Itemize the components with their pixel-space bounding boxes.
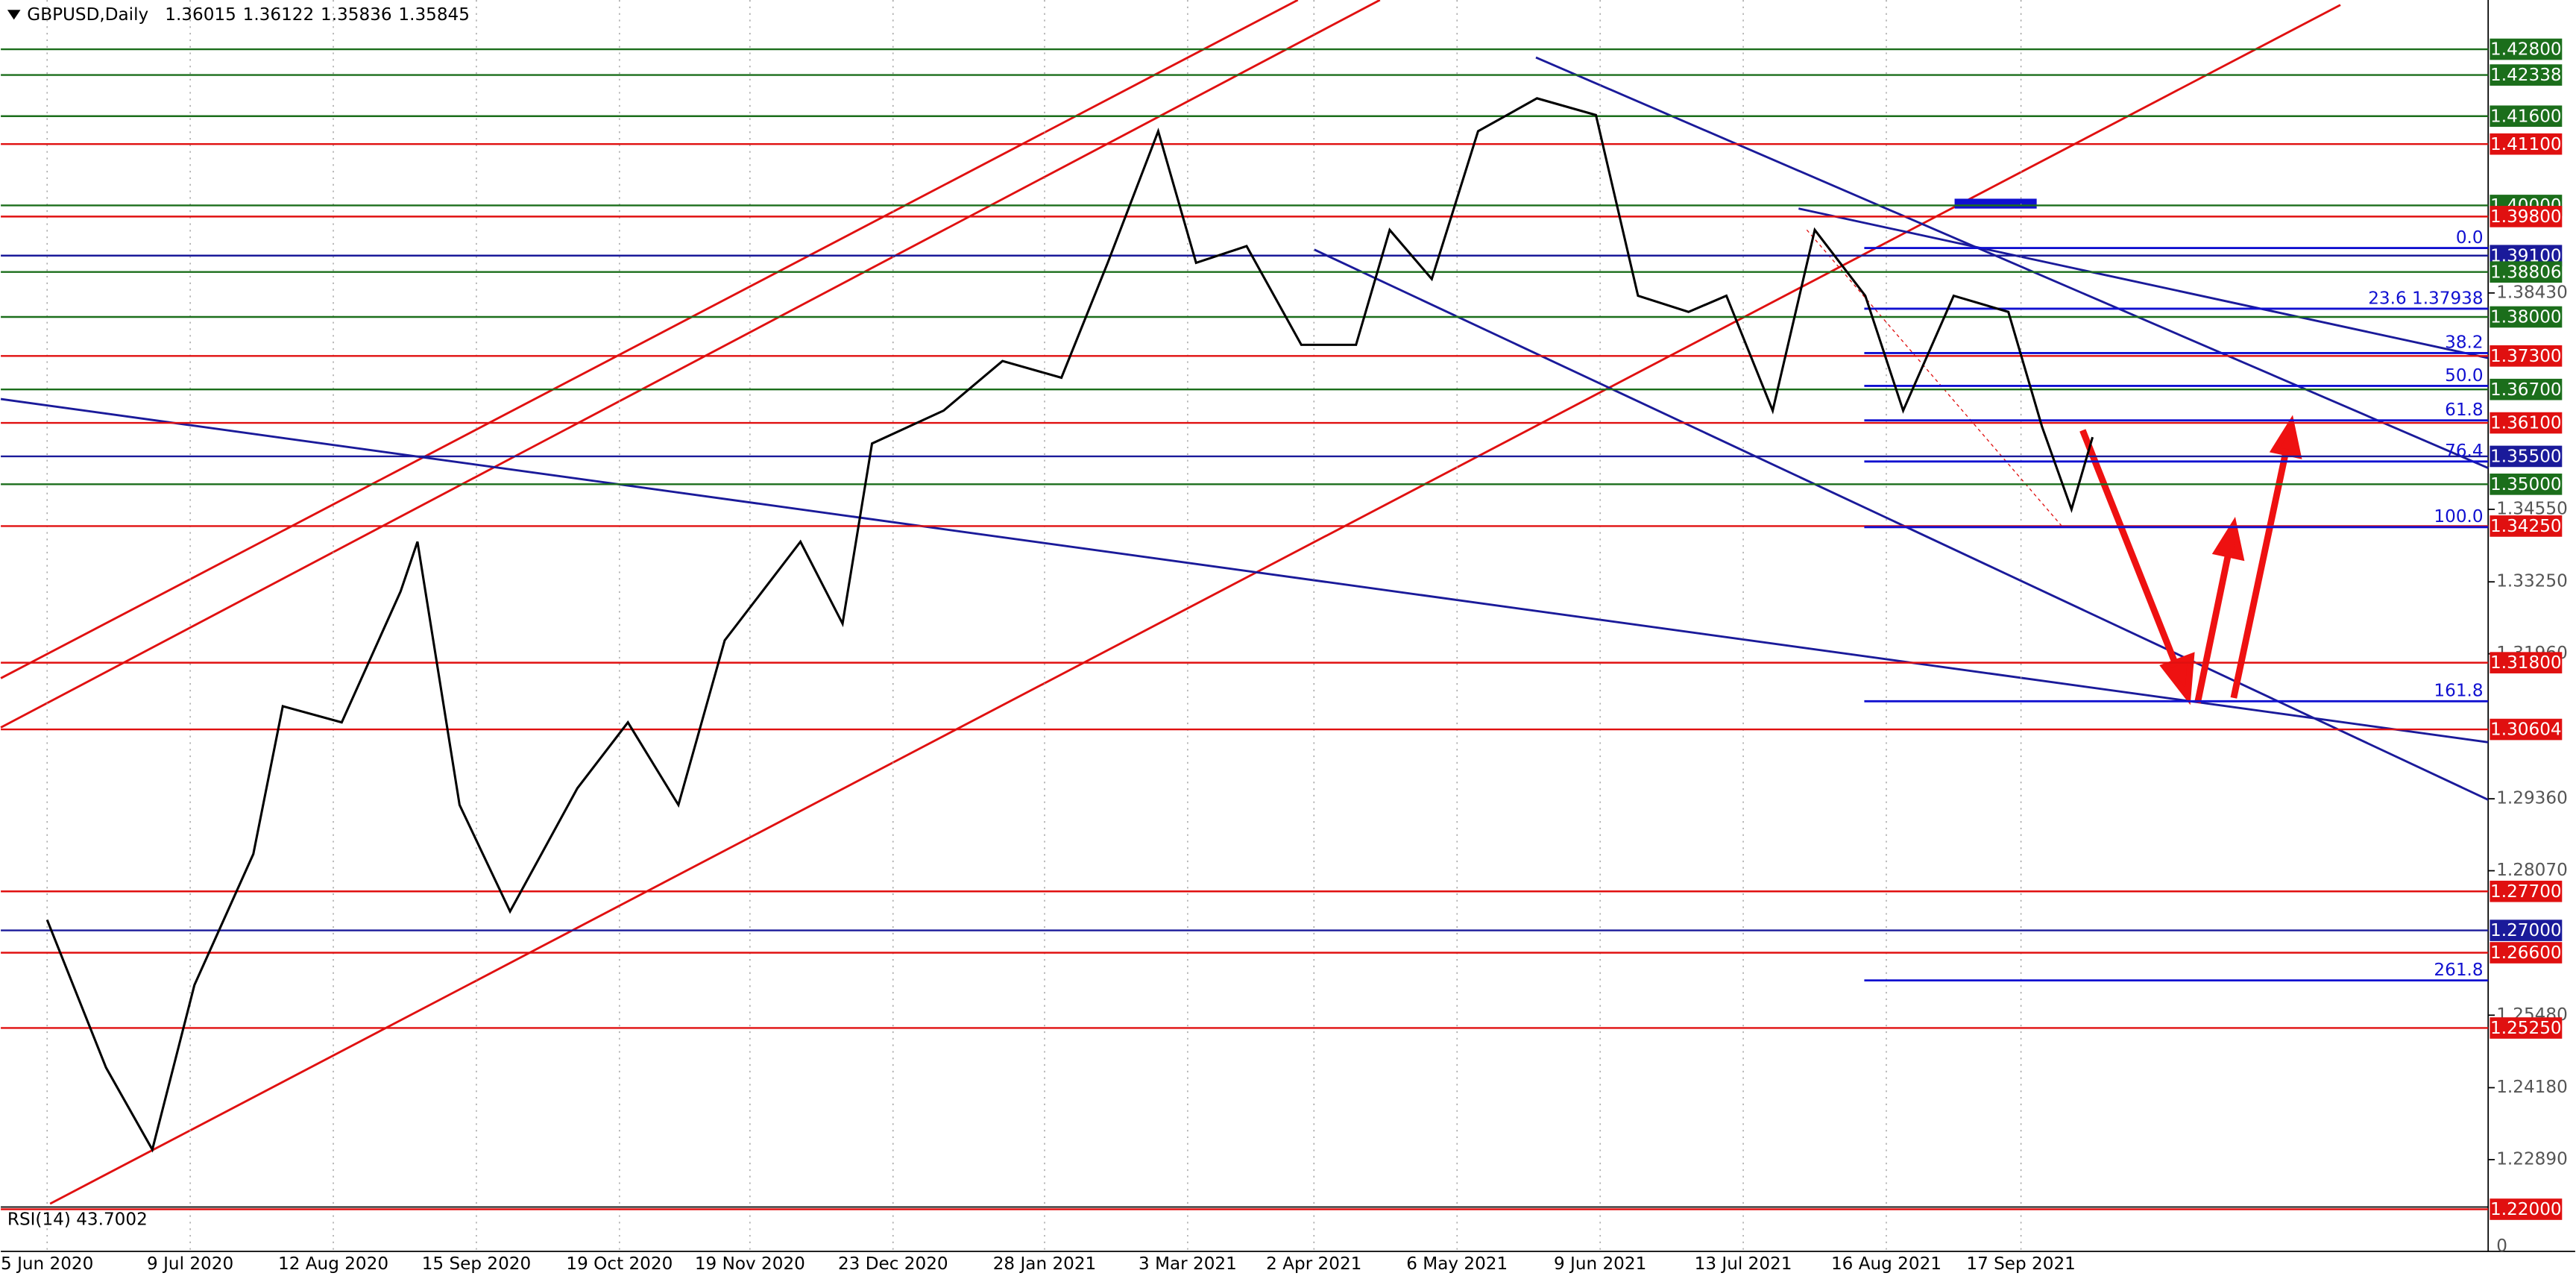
fib-label: 76.4 (2445, 441, 2483, 461)
x-tick-label: 9 Jun 2021 (1554, 1254, 1646, 1274)
level-box (2490, 1017, 2563, 1039)
level-box (2490, 64, 2563, 86)
level-label: 1.27700 (2490, 882, 2562, 902)
trend-line (0, 0, 1299, 679)
level-box (2490, 345, 2563, 367)
x-tick-label: 13 Jul 2021 (1695, 1254, 1792, 1274)
x-tick-label: 28 Jan 2021 (993, 1254, 1097, 1274)
level-label: 1.34250 (2490, 517, 2562, 536)
x-tick-label: 6 May 2021 (1406, 1254, 1508, 1274)
menu-triangle[interactable] (7, 10, 21, 20)
level-box (2490, 261, 2563, 283)
rsi-label: RSI(14) 43.7002 (7, 1210, 148, 1230)
level-box (2490, 445, 2563, 468)
level-label: 1.41100 (2490, 135, 2562, 154)
level-box (2490, 38, 2563, 60)
ohlc-value: 1.36122 (243, 4, 315, 24)
level-label: 1.30604 (2490, 720, 2562, 740)
arrow (2230, 449, 2290, 699)
level-box (2490, 652, 2563, 673)
rsi-tick-label: 0 (2496, 1236, 2507, 1256)
level-label: 1.35500 (2490, 447, 2562, 467)
fib-guide (1806, 229, 2062, 527)
fib-label: 50.0 (2445, 366, 2483, 386)
y-tick-label: 1.28070 (2496, 861, 2568, 880)
x-tick-label: 19 Nov 2020 (695, 1254, 805, 1274)
fib-label: 23.6 1.37938 (2368, 289, 2483, 308)
x-tick-label: 12 Aug 2020 (278, 1254, 388, 1274)
arrow (2194, 551, 2232, 704)
fib-label: 61.8 (2445, 400, 2483, 420)
level-label: 1.27000 (2490, 921, 2562, 940)
fib-label: 261.8 (2434, 961, 2483, 980)
arrow (2079, 429, 2182, 672)
level-box (2490, 942, 2563, 964)
symbol: GBPUSD,Daily (27, 4, 148, 24)
marker-box (1954, 198, 2037, 209)
level-box (2490, 880, 2563, 902)
level-label: 1.25250 (2490, 1019, 2562, 1038)
level-box (2490, 306, 2563, 328)
level-label: 1.37300 (2490, 347, 2562, 366)
level-box (2490, 133, 2563, 155)
chart-header: GBPUSD,Daily 1.36015 1.36122 1.35836 1.35845 (27, 4, 470, 24)
x-tick-label: 16 Aug 2021 (1831, 1254, 1942, 1274)
level-box (2490, 378, 2563, 400)
x-tick-label: 9 Jul 2020 (147, 1254, 233, 1274)
level-label: 1.36700 (2490, 380, 2562, 400)
level-label: 1.38000 (2490, 308, 2562, 327)
trend-line (1314, 248, 2489, 801)
x-tick-label: 15 Sep 2020 (422, 1254, 531, 1274)
trend-line (0, 0, 1381, 729)
trend-line (1535, 56, 2489, 469)
level-box (2490, 920, 2563, 941)
level-label: 1.39800 (2490, 207, 2562, 227)
level-box (2490, 474, 2563, 495)
level-label: 1.26600 (2490, 943, 2562, 963)
x-tick-label: 3 Mar 2021 (1139, 1254, 1237, 1274)
x-tick-label: 5 Jun 2020 (1, 1254, 93, 1274)
x-tick-label: 2 Apr 2021 (1266, 1254, 1361, 1274)
level-box (2490, 206, 2563, 227)
level-label: 1.35000 (2490, 475, 2562, 494)
level-box (2490, 718, 2563, 741)
x-tick-label: 19 Oct 2020 (566, 1254, 673, 1274)
y-tick-label: 1.24180 (2496, 1078, 2568, 1097)
fib-label: 100.0 (2434, 507, 2483, 527)
arrow-head (2211, 517, 2245, 562)
level-box (2490, 412, 2563, 434)
y-tick-label: 1.22890 (2496, 1149, 2568, 1169)
level-box (2490, 515, 2563, 537)
ohlc-value: 1.36015 (165, 4, 236, 24)
fib-label: 38.2 (2445, 333, 2483, 353)
arrow-head (2269, 415, 2302, 459)
price-line (45, 97, 2094, 1153)
y-tick-label: 1.38430 (2496, 283, 2568, 302)
level-label: 1.42338 (2490, 66, 2562, 85)
trend-line (1798, 207, 2489, 359)
level-label: 1.22000 (2490, 1200, 2562, 1219)
ohlc-value: 1.35845 (398, 4, 470, 24)
level-box (2490, 1198, 2563, 1220)
x-tick-label: 23 Dec 2020 (838, 1254, 948, 1274)
fib-label: 161.8 (2434, 682, 2483, 701)
level-box (2490, 105, 2563, 128)
level-label: 1.41600 (2490, 107, 2562, 126)
y-tick-label: 1.29360 (2496, 789, 2568, 808)
x-tick-label: 17 Sep 2021 (1966, 1254, 2075, 1274)
forecast-arrows (2079, 415, 2302, 705)
y-tick-label: 1.33250 (2496, 572, 2568, 591)
level-label: 1.38806 (2490, 263, 2562, 282)
ohlc-value: 1.35836 (321, 4, 392, 24)
fib-label: 0.0 (2456, 228, 2484, 248)
level-label: 1.31800 (2490, 653, 2562, 673)
level-label: 1.42800 (2490, 40, 2562, 60)
level-label: 1.36100 (2490, 414, 2562, 433)
